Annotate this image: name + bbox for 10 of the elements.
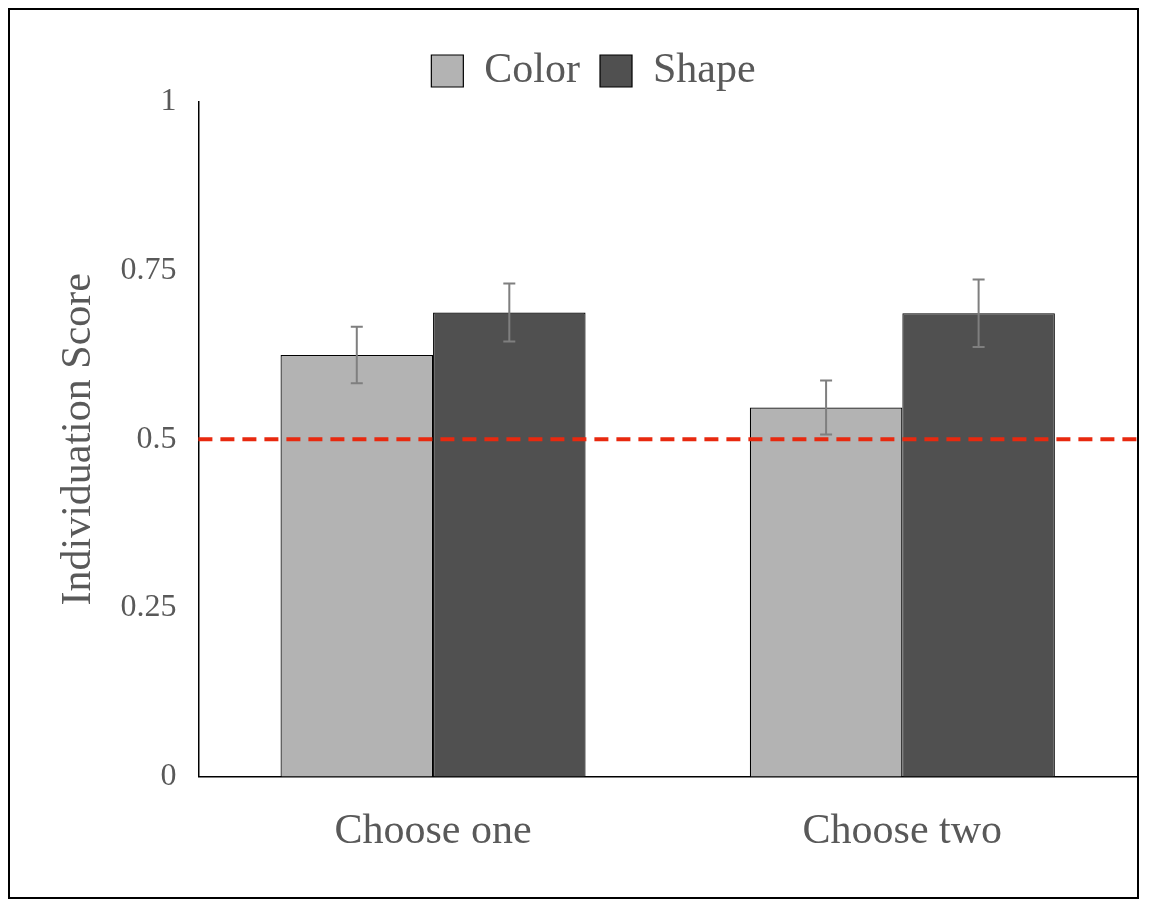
x-tick-label: Choose two [802,805,1003,852]
x-tick-label: Choose one [334,805,532,852]
y-tick-label: 0 [160,756,177,793]
y-axis-title: Individuation Score [53,273,100,606]
y-tick-label: 0.5 [136,418,177,455]
y-tick-label: 0.25 [120,587,177,624]
legend-label: Shape [653,45,756,92]
legend-label: Color [484,45,581,92]
y-tick-label: 1 [160,81,177,118]
y-tick-label: 0.75 [120,250,177,287]
